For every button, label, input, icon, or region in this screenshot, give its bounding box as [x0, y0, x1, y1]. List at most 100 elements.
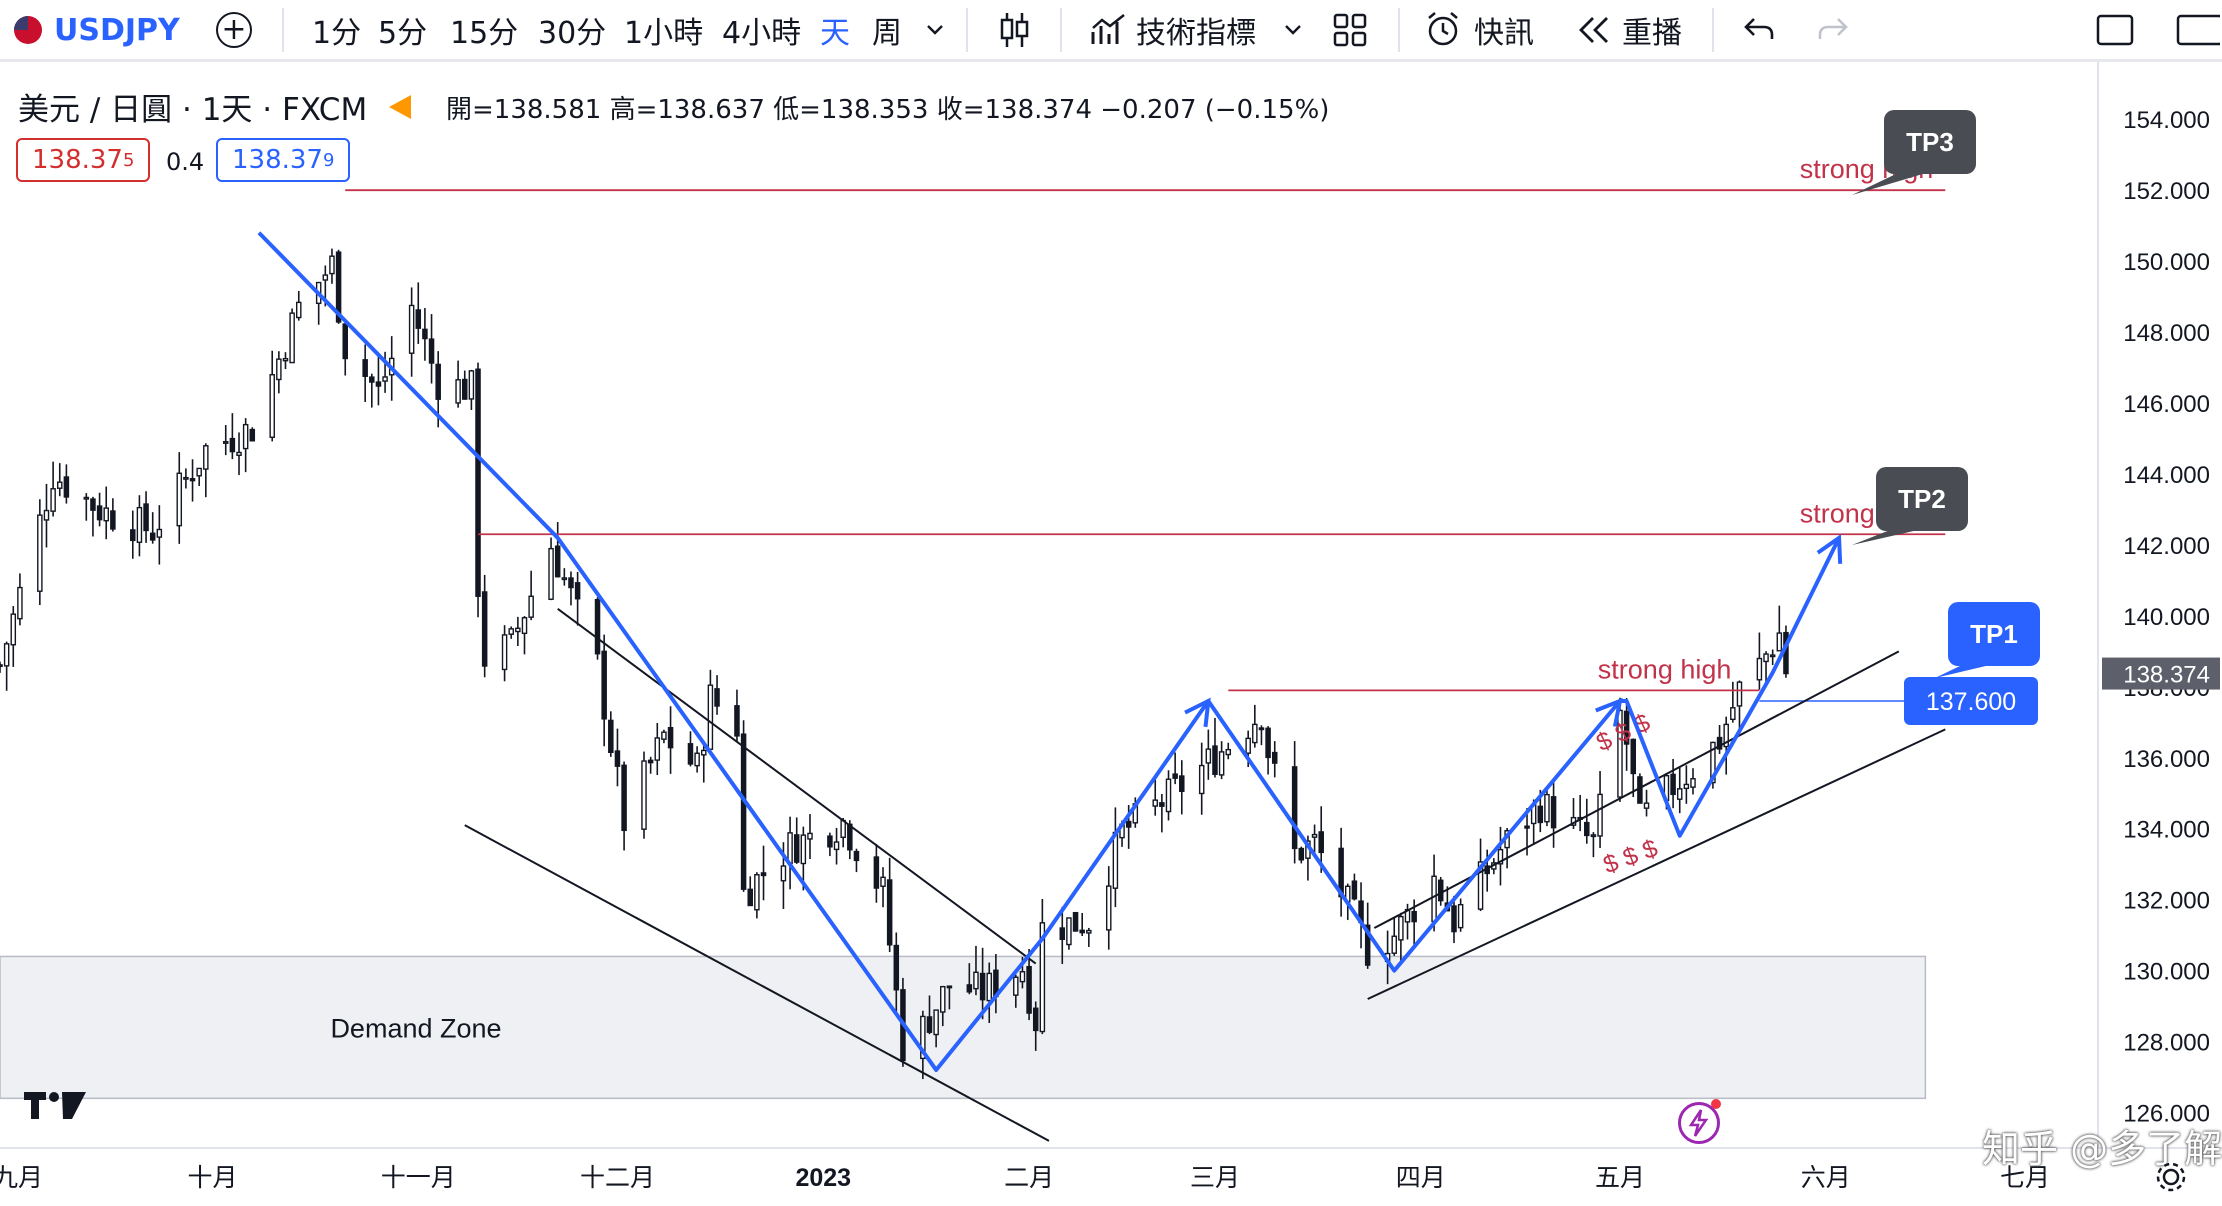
- interval-1d[interactable]: 天: [820, 16, 850, 51]
- alert-button[interactable]: 快訊: [1424, 10, 1534, 51]
- candle-body: [1112, 831, 1119, 889]
- time-tick-label: 三月: [1190, 1164, 1240, 1192]
- price-tick-label: 136.000: [2123, 746, 2210, 773]
- candle-body: [687, 743, 694, 765]
- symbol-legend: 美元 / 日圓 · 1天 · FXCM: [18, 84, 412, 129]
- alert-label: 快訊: [1474, 16, 1534, 51]
- candle-body: [110, 510, 116, 530]
- candle-body: [1431, 875, 1437, 923]
- chart-type-button[interactable]: [998, 10, 1030, 50]
- snapshot-button[interactable]: [2176, 10, 2220, 50]
- last-price-label: 138.374: [2123, 662, 2210, 689]
- interval-5m[interactable]: 5分: [378, 16, 428, 51]
- level-price-box[interactable]: [1904, 677, 2038, 726]
- plus-icon: +: [216, 12, 252, 48]
- chevron-down-icon: [1285, 25, 1301, 35]
- candle-body: [793, 834, 800, 863]
- candle-body: [1265, 727, 1271, 759]
- candle-body: [156, 528, 163, 538]
- interval-1h[interactable]: 1小時: [624, 16, 704, 51]
- projection-path[interactable]: [257, 231, 1841, 1072]
- candle-body: [149, 532, 156, 541]
- candle-body: [574, 582, 581, 600]
- candle-body: [50, 488, 56, 512]
- candle-body: [1776, 632, 1783, 652]
- candle-body: [707, 684, 714, 750]
- tp3-callout[interactable]: TP3: [1852, 110, 1976, 195]
- interval-30m[interactable]: 30分: [538, 16, 607, 51]
- candle-body: [847, 823, 853, 851]
- candle-body: [1032, 1007, 1039, 1032]
- candle-body: [176, 472, 183, 527]
- candle-body: [1763, 653, 1769, 663]
- candle-body: [37, 514, 43, 592]
- trend-channel-line[interactable]: [1367, 728, 1946, 1000]
- candle-body: [196, 467, 202, 477]
- interval-4h[interactable]: 4小時: [722, 16, 802, 51]
- trend-channel-line[interactable]: [464, 824, 1050, 1142]
- interval-dropdown[interactable]: [924, 10, 946, 50]
- candle-body: [986, 972, 993, 1002]
- candle-body: [468, 370, 475, 400]
- arrow-head: [1816, 534, 1843, 564]
- candle-body: [1437, 879, 1444, 902]
- candle-body: [827, 835, 833, 848]
- candle-body: [481, 591, 488, 667]
- candle-body: [973, 971, 979, 990]
- candle-body: [96, 505, 103, 521]
- callout-tail: [1852, 173, 1926, 195]
- candle-body: [229, 437, 236, 453]
- tp1-callout[interactable]: TP1: [1935, 602, 2040, 678]
- indicators-button[interactable]: 技術指標: [1090, 10, 1256, 51]
- sell-price-button[interactable]: 138.37 5: [16, 138, 151, 182]
- add-symbol-button[interactable]: +: [216, 10, 252, 50]
- undo-button[interactable]: [1742, 10, 1776, 50]
- tp2-callout[interactable]: TP2: [1852, 467, 1968, 545]
- candle-body: [661, 731, 667, 740]
- candle-body: [17, 586, 23, 620]
- replay-button[interactable]: 重播: [1576, 10, 1682, 51]
- candle-body: [554, 545, 561, 578]
- candle-body: [90, 498, 96, 511]
- candle-body: [1690, 778, 1696, 788]
- toolbar-divider: [1398, 8, 1400, 52]
- trend-channel-line[interactable]: [557, 607, 1037, 965]
- candle-body: [249, 428, 256, 442]
- replay-label: 重播: [1622, 16, 1682, 51]
- candle-body: [1497, 848, 1504, 865]
- callout-box: [1948, 602, 2040, 666]
- candle-body: [548, 547, 554, 600]
- candle-body: [296, 301, 302, 319]
- candle-body: [1637, 776, 1643, 804]
- time-tick-label: 七月: [2000, 1164, 2050, 1192]
- candle-body: [1072, 911, 1079, 932]
- alarm-clock-icon: [1428, 12, 1458, 46]
- symbol-search[interactable]: USDJPY: [14, 10, 180, 50]
- candle-body: [515, 627, 521, 633]
- candle-body: [694, 752, 700, 767]
- candle-body: [83, 496, 90, 500]
- grid-layout-icon: [1333, 13, 1367, 47]
- symbol-label: USDJPY: [54, 12, 180, 48]
- demand-zone[interactable]: [0, 955, 1927, 1100]
- candle-body: [926, 1016, 933, 1033]
- chart-settings-button[interactable]: [2154, 1160, 2188, 1198]
- candle-body: [1059, 927, 1066, 941]
- us-jp-flag-icon: [14, 16, 42, 44]
- interval-15m[interactable]: 15分: [450, 16, 519, 51]
- candle-body: [1451, 905, 1457, 933]
- buy-price-button[interactable]: 138.37 9: [216, 138, 351, 182]
- callout-tail: [1852, 530, 1918, 545]
- fullscreen-button[interactable]: [2096, 10, 2134, 50]
- interval-1m[interactable]: 1分: [312, 16, 362, 51]
- interval-1w[interactable]: 周: [872, 16, 902, 51]
- price-tick-label: 150.000: [2123, 249, 2210, 276]
- time-tick-label: 六月: [1801, 1164, 1851, 1192]
- trend-channel-line[interactable]: [1373, 650, 1900, 929]
- redo-button[interactable]: [1816, 10, 1850, 50]
- candle-body: [528, 595, 534, 618]
- indicators-dropdown[interactable]: [1282, 10, 1304, 50]
- flash-news-button[interactable]: [1678, 1099, 1721, 1144]
- layout-button[interactable]: [1332, 10, 1368, 50]
